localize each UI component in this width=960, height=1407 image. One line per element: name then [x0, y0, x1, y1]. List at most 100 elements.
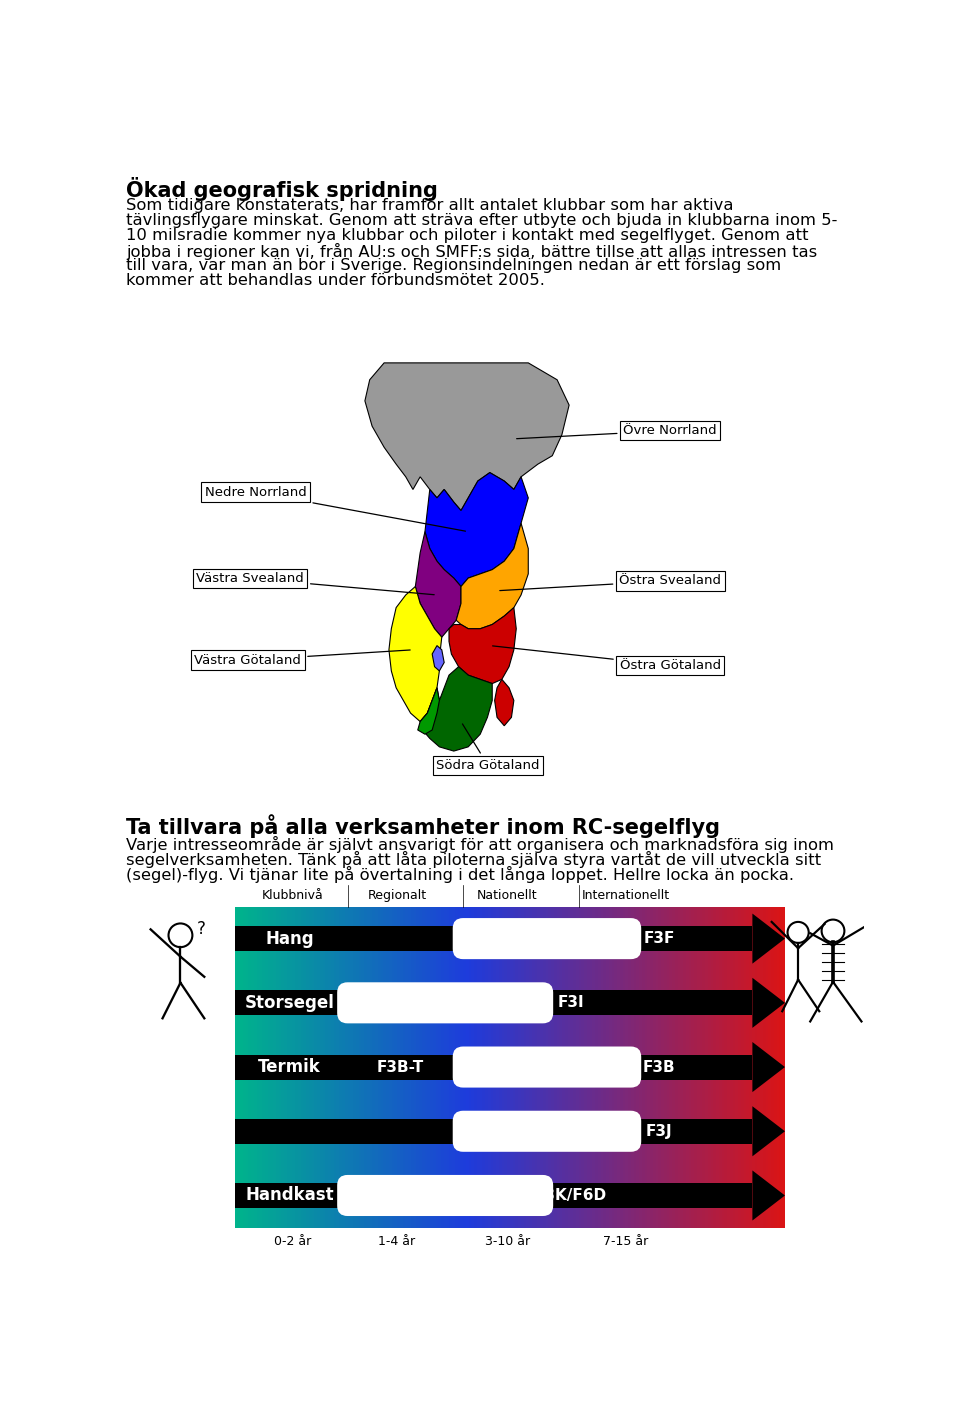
Bar	[488, 906, 491, 1227]
Bar	[664, 906, 666, 1227]
Text: (segel)-flyg. Vi tjänar lite på övertalning i det långa loppet. Hellre locka än : (segel)-flyg. Vi tjänar lite på övertaln…	[126, 865, 794, 882]
Text: Östra Svealand: Östra Svealand	[500, 574, 721, 591]
Bar	[584, 906, 587, 1227]
Bar	[455, 906, 458, 1227]
Bar	[303, 906, 306, 1227]
Bar	[249, 906, 252, 1227]
Bar	[598, 906, 601, 1227]
Bar	[582, 906, 584, 1227]
Text: Varje intresseområde är självt ansvarigt för att organisera och marknadsföra sig: Varje intresseområde är självt ansvarigt…	[126, 836, 834, 853]
Bar	[504, 906, 507, 1227]
Bar	[576, 906, 579, 1227]
Bar	[589, 906, 592, 1227]
Polygon shape	[753, 1106, 785, 1157]
Bar	[491, 906, 493, 1227]
Bar	[402, 906, 405, 1227]
Bar	[246, 906, 249, 1227]
Bar	[372, 906, 375, 1227]
Bar	[614, 906, 617, 1227]
Bar	[306, 906, 309, 1227]
Bar	[710, 906, 713, 1227]
Polygon shape	[432, 646, 444, 671]
Bar	[691, 906, 694, 1227]
Bar	[521, 906, 523, 1227]
Bar	[601, 906, 604, 1227]
Bar	[317, 906, 320, 1227]
Bar	[732, 906, 735, 1227]
Text: Hang: Hang	[265, 930, 314, 947]
Bar	[439, 906, 441, 1227]
Bar	[782, 906, 785, 1227]
Bar	[466, 906, 468, 1227]
Bar	[697, 906, 700, 1227]
Polygon shape	[456, 523, 528, 629]
Bar	[567, 906, 570, 1227]
Bar	[284, 906, 287, 1227]
Bar	[274, 906, 276, 1227]
Bar	[312, 906, 315, 1227]
Polygon shape	[753, 913, 785, 964]
Bar	[468, 906, 471, 1227]
Bar	[747, 906, 749, 1227]
Bar	[477, 906, 480, 1227]
Bar	[252, 906, 254, 1227]
Bar	[684, 906, 685, 1227]
Bar	[281, 906, 284, 1227]
Bar	[741, 906, 744, 1227]
Bar	[417, 906, 419, 1227]
Bar	[675, 906, 678, 1227]
Bar	[595, 906, 598, 1227]
Bar	[548, 906, 551, 1227]
Text: F3K/F6D: F3K/F6D	[535, 1188, 607, 1203]
Bar	[471, 906, 474, 1227]
Bar	[243, 906, 246, 1227]
Bar	[380, 906, 383, 1227]
Bar	[271, 906, 274, 1227]
Text: 1-4 år: 1-4 år	[378, 1235, 416, 1248]
Bar	[300, 906, 303, 1227]
Bar	[276, 906, 278, 1227]
Bar	[604, 906, 606, 1227]
Bar	[666, 906, 669, 1227]
Bar	[287, 906, 290, 1227]
Polygon shape	[753, 1171, 785, 1220]
Bar	[364, 906, 367, 1227]
Bar	[474, 906, 477, 1227]
Bar	[501, 906, 504, 1227]
Bar	[339, 906, 342, 1227]
Bar	[337, 906, 339, 1227]
Text: F3B: F3B	[642, 1059, 675, 1075]
Bar	[606, 906, 609, 1227]
Bar	[480, 906, 482, 1227]
Bar	[496, 906, 499, 1227]
Bar	[397, 906, 399, 1227]
Bar	[507, 906, 510, 1227]
Bar	[579, 906, 582, 1227]
Bar	[436, 906, 439, 1227]
Bar	[617, 906, 620, 1227]
Text: 0-2 år: 0-2 år	[274, 1235, 311, 1248]
Polygon shape	[418, 688, 440, 734]
Text: Handkast: Handkast	[246, 1186, 334, 1204]
Bar	[240, 906, 243, 1227]
Text: Nedre Norrland: Nedre Norrland	[204, 485, 466, 532]
Bar	[703, 906, 706, 1227]
Bar	[563, 906, 564, 1227]
Bar	[309, 906, 312, 1227]
Text: Östra Götaland: Östra Götaland	[492, 646, 721, 673]
Text: Klubbnivå: Klubbnivå	[262, 889, 324, 902]
Bar	[744, 906, 747, 1227]
Text: F3F: F3F	[643, 931, 675, 946]
Bar	[518, 906, 521, 1227]
Bar	[296, 906, 298, 1227]
Bar	[331, 906, 334, 1227]
Bar	[378, 906, 380, 1227]
Bar	[452, 906, 455, 1227]
Bar	[444, 906, 446, 1227]
Bar	[328, 906, 331, 1227]
Bar	[760, 906, 763, 1227]
Bar	[570, 906, 573, 1227]
Text: Västra Götaland: Västra Götaland	[195, 650, 410, 667]
Bar	[532, 906, 535, 1227]
Bar	[564, 906, 567, 1227]
